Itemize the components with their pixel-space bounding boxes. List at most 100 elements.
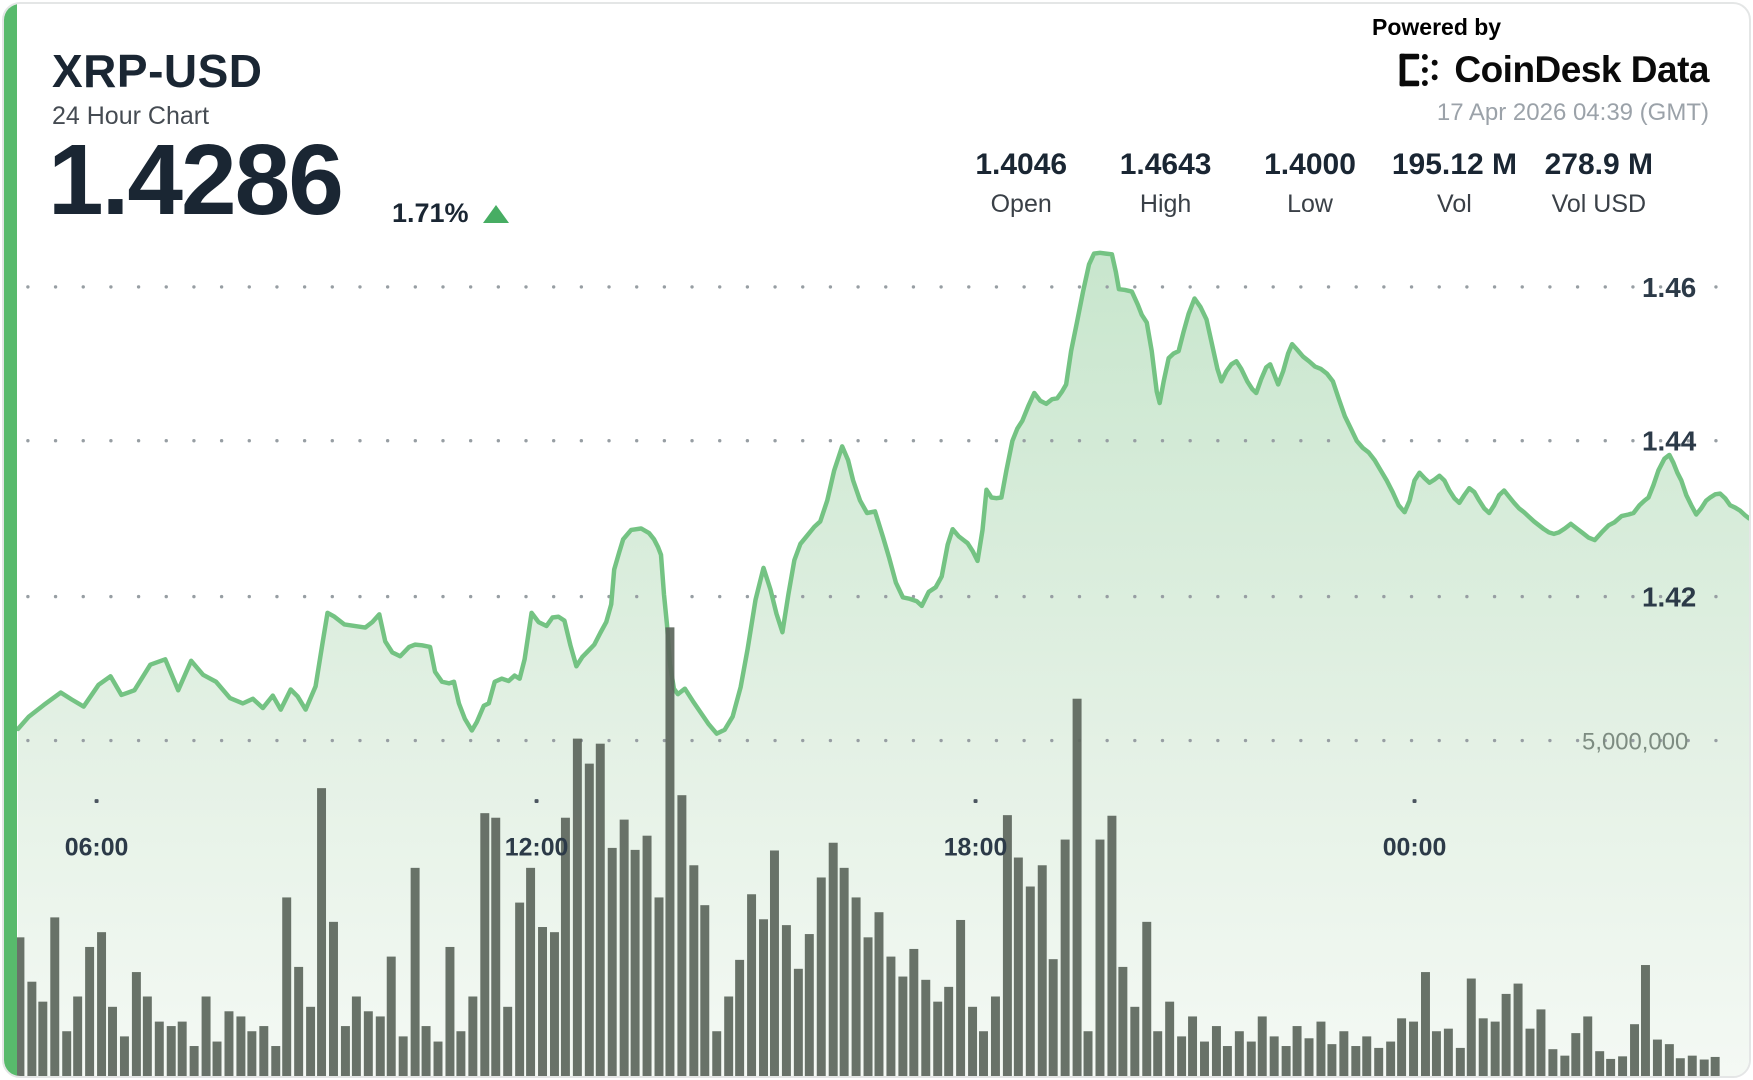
volume-bar <box>1560 1055 1570 1076</box>
volume-bar <box>1200 1041 1209 1076</box>
volume-bar <box>1292 1026 1302 1076</box>
volume-bar <box>1234 1031 1244 1076</box>
volume-bar <box>1525 1028 1535 1076</box>
volume-bar <box>677 795 687 1076</box>
page-title: XRP-USD <box>52 45 263 97</box>
volume-bar <box>247 1031 257 1076</box>
volume-bar <box>468 996 478 1076</box>
volume-bar <box>1548 1049 1558 1076</box>
volume-bar <box>1048 959 1058 1076</box>
volume-bar <box>560 817 570 1076</box>
volume-bar <box>700 905 710 1076</box>
volume-bar <box>1327 1044 1337 1076</box>
volume-bar <box>27 981 37 1076</box>
volume-bar <box>1536 1009 1546 1076</box>
volume-bar <box>712 1031 722 1076</box>
volume-bar <box>1618 1056 1628 1076</box>
volume-bar <box>433 1041 443 1076</box>
brand-block[interactable]: Powered by CoinDesk Data 17 Apr 2026 04:… <box>1239 14 1709 127</box>
volume-bar <box>375 1016 385 1076</box>
volume-bar <box>166 1026 176 1076</box>
volume-bar <box>1421 972 1430 1076</box>
volume-bar <box>990 996 1000 1076</box>
volume-bar <box>1246 1041 1256 1076</box>
volume-bar <box>1362 1036 1372 1076</box>
volume-bar <box>1339 1031 1349 1076</box>
stat-label: High <box>1139 190 1192 218</box>
volume-bar <box>1630 1024 1640 1076</box>
time-tick-dot <box>973 799 978 804</box>
volume-bar <box>73 996 83 1076</box>
volume-bar <box>851 897 861 1076</box>
volume-bar <box>1409 1021 1419 1076</box>
volume-bar <box>1083 1031 1093 1076</box>
volume-bar <box>816 877 826 1076</box>
time-tick-dot <box>534 799 539 804</box>
time-label: 00:00 <box>1383 835 1447 862</box>
volume-bar <box>759 919 768 1076</box>
volume-bar <box>1257 1016 1267 1076</box>
volume-bar <box>1222 1046 1232 1076</box>
volume-bar <box>1060 839 1070 1076</box>
volume-bar <box>1281 1046 1291 1076</box>
price-line <box>15 250 1749 736</box>
volume-bar <box>480 813 490 1076</box>
volume-bar <box>15 937 25 1076</box>
volume-bar <box>1153 1031 1163 1076</box>
volume-bar <box>1130 1006 1140 1076</box>
volume-bar <box>956 919 966 1076</box>
price-axis-label: 1.44 <box>1642 426 1697 457</box>
volume-bar <box>538 927 548 1076</box>
volume-bar <box>1025 886 1035 1076</box>
stat-col-vol: 195.12 M Vol <box>1382 148 1526 219</box>
volume-bar <box>1351 1046 1361 1076</box>
volume-bar <box>1037 865 1047 1076</box>
volume-bar <box>921 979 931 1076</box>
volume-bar <box>38 1001 48 1076</box>
volume-bar <box>1583 1016 1593 1076</box>
volume-bar <box>933 1001 943 1076</box>
volume-bar <box>630 849 640 1076</box>
volume-bar <box>1431 1031 1441 1076</box>
volume-bar <box>898 976 908 1076</box>
volume-bar <box>363 1011 373 1076</box>
time-label: 12:00 <box>505 835 569 862</box>
change-percent: 1.71% <box>392 198 469 228</box>
volume-bar <box>445 946 455 1076</box>
volume-bar <box>189 1046 199 1076</box>
volume-bar <box>62 1031 72 1076</box>
volume-bar <box>1513 983 1523 1076</box>
volume-bar <box>1640 965 1650 1076</box>
volume-bar <box>1455 1047 1465 1076</box>
volume-axis-label: 5,000,000 <box>1582 728 1688 755</box>
volume-bar <box>1316 1021 1326 1076</box>
volume-bar <box>979 1031 988 1076</box>
stat-value: 1.4643 <box>1119 148 1212 181</box>
volume-bar <box>619 819 629 1076</box>
brand-logo-row[interactable]: CoinDesk Data <box>1239 49 1709 91</box>
volume-bar <box>1490 1021 1500 1076</box>
volume-bar <box>1478 1018 1488 1076</box>
volume-bar <box>131 972 141 1076</box>
volume-bar <box>271 1046 281 1076</box>
stats-row: 1.4046 Open 1.4643 High 1.4000 Low 195.12 M Vol… <box>949 148 1671 219</box>
volume-bar <box>1374 1047 1384 1076</box>
stat-value: 1.4000 <box>1264 148 1356 181</box>
stat-col-open: 1.4046 Open <box>949 148 1093 219</box>
coindesk-logo-icon <box>1399 53 1438 87</box>
volume-bar <box>793 968 803 1076</box>
volume-bar <box>398 1036 408 1076</box>
volume-bar <box>177 1021 187 1076</box>
brand-name: CoinDesk Data <box>1454 49 1709 90</box>
powered-by-label: Powered by <box>1372 14 1502 40</box>
volume-bar <box>282 897 292 1076</box>
volume-bar <box>259 1026 269 1076</box>
time-tick-dot <box>1412 799 1417 804</box>
volume-bar <box>119 1036 129 1076</box>
time-label: 18:00 <box>944 835 1008 862</box>
volume-bar <box>1397 1018 1407 1076</box>
volume-bar <box>584 763 594 1076</box>
volume-bar <box>1107 815 1117 1076</box>
volume-bar <box>456 1031 466 1076</box>
